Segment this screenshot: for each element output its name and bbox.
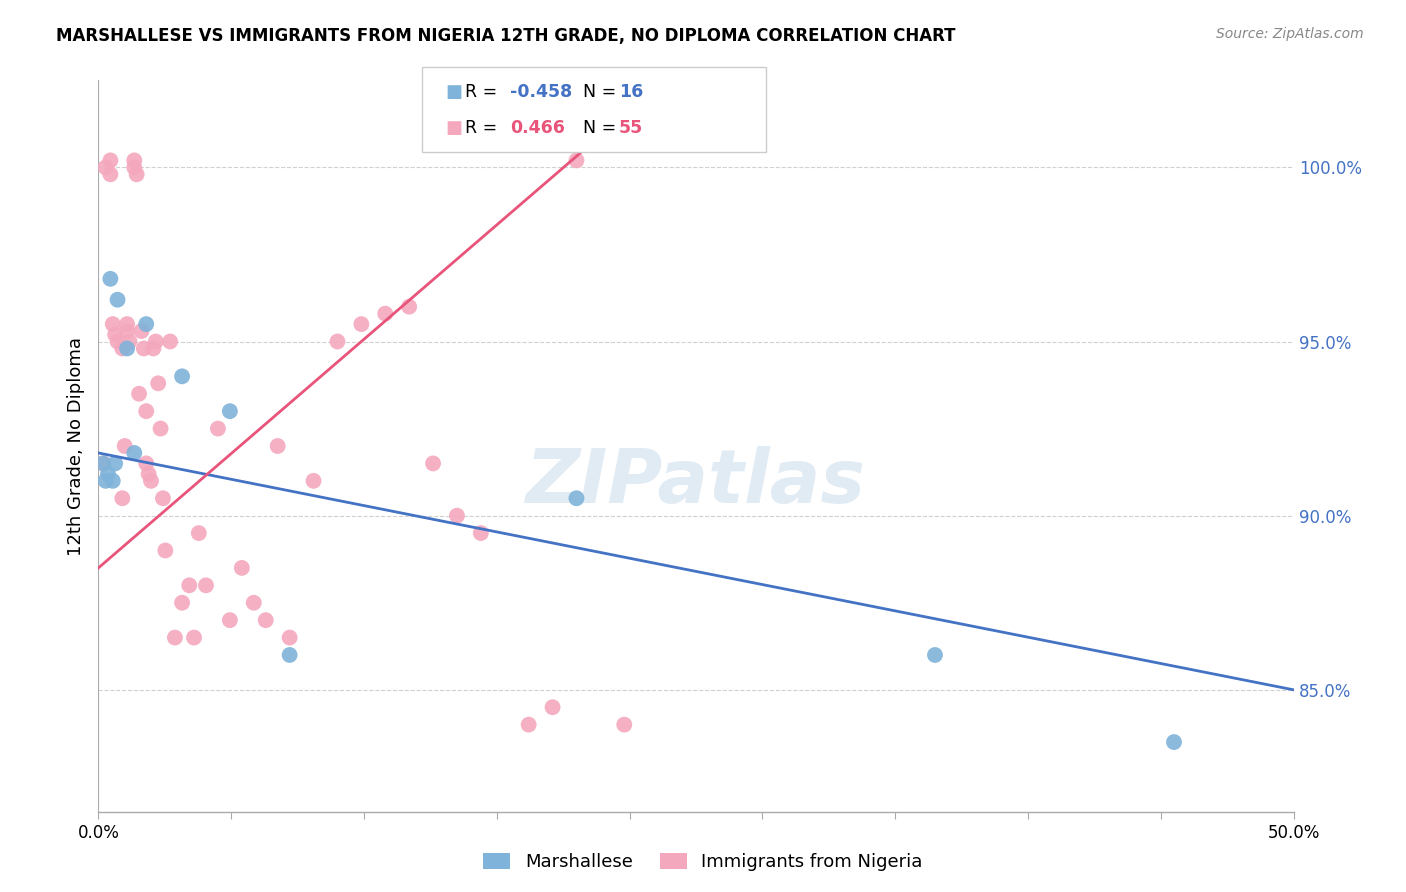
Point	[124, 446, 146, 460]
Text: MARSHALLESE VS IMMIGRANTS FROM NIGERIA 12TH GRADE, NO DIPLOMA CORRELATION CHART: MARSHALLESE VS IMMIGRANTS FROM NIGERIA 1…	[56, 27, 956, 45]
Point	[135, 457, 157, 471]
Point	[94, 161, 117, 175]
Point	[115, 342, 138, 356]
Point	[114, 439, 136, 453]
Point	[541, 700, 564, 714]
Point	[278, 648, 301, 662]
Point	[565, 153, 588, 168]
Text: N =: N =	[572, 83, 621, 101]
Point	[98, 153, 122, 168]
Point	[124, 153, 146, 168]
Point	[97, 467, 120, 481]
Point	[517, 717, 540, 731]
Point	[111, 491, 134, 506]
Point	[124, 161, 146, 175]
Point	[219, 404, 242, 418]
Point	[98, 167, 122, 181]
Point	[1163, 735, 1185, 749]
Text: R =: R =	[465, 120, 509, 137]
Point	[207, 421, 229, 435]
Point	[115, 317, 138, 331]
Point	[101, 317, 124, 331]
Point	[125, 167, 148, 181]
Point	[148, 376, 170, 391]
Point	[163, 631, 186, 645]
Text: Source: ZipAtlas.com: Source: ZipAtlas.com	[1216, 27, 1364, 41]
Point	[422, 457, 444, 471]
Point	[613, 717, 636, 731]
Point	[132, 342, 155, 356]
Point	[326, 334, 349, 349]
Text: 0.466: 0.466	[510, 120, 565, 137]
Point	[219, 613, 242, 627]
Point	[138, 467, 160, 481]
Point	[139, 474, 162, 488]
Text: R =: R =	[465, 83, 503, 101]
Point	[302, 474, 325, 488]
Point	[91, 457, 114, 471]
Point	[91, 457, 114, 471]
Point	[179, 578, 201, 592]
Point	[398, 300, 420, 314]
Point	[145, 334, 167, 349]
Point	[159, 334, 181, 349]
Point	[152, 491, 174, 506]
Point	[172, 596, 194, 610]
Point	[135, 404, 157, 418]
Point	[155, 543, 177, 558]
Y-axis label: 12th Grade, No Diploma: 12th Grade, No Diploma	[66, 336, 84, 556]
Point	[187, 526, 209, 541]
Point	[446, 508, 468, 523]
Point	[350, 317, 373, 331]
Point	[565, 491, 588, 506]
Text: ■: ■	[446, 120, 463, 137]
Point	[111, 342, 134, 356]
Text: ■: ■	[446, 83, 463, 101]
Point	[128, 386, 150, 401]
Point	[267, 439, 290, 453]
Point	[278, 631, 301, 645]
Point	[101, 474, 124, 488]
Point	[98, 272, 122, 286]
Point	[94, 474, 117, 488]
Point	[104, 327, 127, 342]
Point	[924, 648, 946, 662]
Point	[131, 324, 153, 338]
Point	[172, 369, 194, 384]
Point	[104, 457, 127, 471]
Point	[183, 631, 205, 645]
Point	[135, 317, 157, 331]
Point	[243, 596, 266, 610]
Text: 55: 55	[619, 120, 643, 137]
Point	[195, 578, 218, 592]
Point	[142, 342, 165, 356]
Text: N =: N =	[572, 120, 621, 137]
Text: 16: 16	[619, 83, 643, 101]
Point	[374, 307, 396, 321]
Point	[115, 324, 138, 338]
Point	[254, 613, 277, 627]
Text: ZIPatlas: ZIPatlas	[526, 446, 866, 519]
Point	[118, 334, 141, 349]
Text: -0.458: -0.458	[510, 83, 572, 101]
Point	[149, 421, 172, 435]
Point	[107, 293, 129, 307]
Point	[107, 334, 129, 349]
Point	[470, 526, 492, 541]
Point	[231, 561, 253, 575]
Legend: Marshallese, Immigrants from Nigeria: Marshallese, Immigrants from Nigeria	[477, 846, 929, 879]
